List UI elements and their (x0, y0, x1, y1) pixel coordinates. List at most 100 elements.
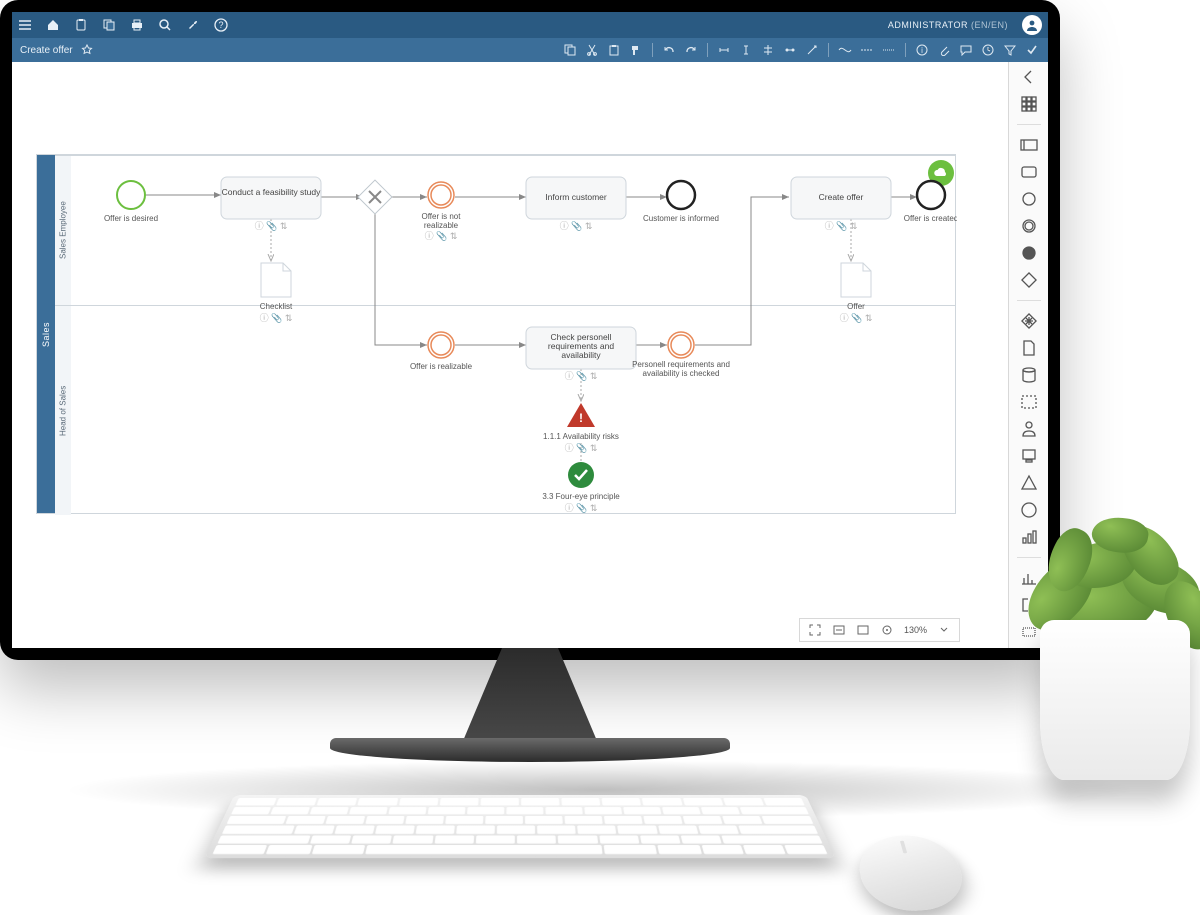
palette-complex-gw-icon[interactable] (1020, 312, 1038, 330)
info-icon[interactable]: i (914, 42, 930, 58)
svg-text:Offer is notrealizable: Offer is notrealizable (422, 212, 462, 230)
node-start-event[interactable]: Offer is desired (104, 181, 158, 223)
redo-icon[interactable] (683, 42, 699, 58)
fit-page-icon[interactable] (856, 623, 870, 637)
clipboard-icon[interactable] (74, 18, 88, 32)
svg-text:Offer: Offer (847, 302, 865, 311)
node-checked[interactable]: Personell requirements andavailability i… (632, 332, 730, 378)
undo-icon[interactable] (661, 42, 677, 58)
wrench-icon[interactable] (186, 18, 200, 32)
zoom-level[interactable]: 130% (904, 625, 927, 635)
chevron-down-icon[interactable] (937, 623, 951, 637)
svg-text:Offer is created: Offer is created (904, 214, 957, 223)
help-icon[interactable]: ? (214, 18, 228, 32)
palette-system-icon[interactable] (1020, 447, 1038, 465)
filter-icon[interactable] (1002, 42, 1018, 58)
node-realizable[interactable]: Offer is realizable (410, 332, 473, 371)
attach-icon[interactable] (936, 42, 952, 58)
svg-text:Conduct a feasibility study: Conduct a feasibility study (222, 187, 321, 197)
svg-text:i: i (921, 46, 923, 55)
lane-title: Sales Employee (55, 156, 71, 305)
paste-tool-icon[interactable] (606, 42, 622, 58)
svg-text:Personell requirements andavai: Personell requirements andavailability i… (632, 360, 730, 378)
svg-text:!: ! (579, 411, 583, 425)
hspace-icon[interactable] (716, 42, 732, 58)
node-doc-checklist[interactable]: Checklist ⓘ 📎 ⇅ (260, 263, 293, 324)
node-task-inform[interactable]: Inform customer ⓘ 📎 ⇅ (526, 177, 626, 232)
vspace-icon[interactable] (738, 42, 754, 58)
copy-icon[interactable] (102, 18, 116, 32)
keyboard (204, 795, 836, 858)
svg-text:ⓘ 📎 ⇅: ⓘ 📎 ⇅ (840, 312, 873, 324)
node-task-create-offer[interactable]: Create offer ⓘ 📎 ⇅ (791, 177, 891, 232)
svg-text:ⓘ 📎 ⇅: ⓘ 📎 ⇅ (560, 220, 593, 232)
svg-text:?: ? (218, 20, 223, 30)
svg-text:Customer is informed: Customer is informed (643, 214, 719, 223)
palette-task-icon[interactable] (1020, 163, 1038, 181)
format-tool-icon[interactable] (628, 42, 644, 58)
svg-text:ⓘ 📎 ⇅: ⓘ 📎 ⇅ (255, 220, 288, 232)
palette-start-icon[interactable] (1020, 190, 1038, 208)
search-icon[interactable] (158, 18, 172, 32)
palette-intermediate-icon[interactable] (1020, 217, 1038, 235)
monitor-frame: ? ADMINISTRATOR (EN/EN) Create offer (0, 0, 1060, 660)
check-icon[interactable] (1024, 42, 1040, 58)
palette-end-icon[interactable] (1020, 244, 1038, 262)
diagram-canvas[interactable]: Sales Sales Employee Head of Sales (12, 62, 1008, 648)
palette-group-icon[interactable] (1020, 393, 1038, 411)
print-icon[interactable] (130, 18, 144, 32)
palette-pool-icon[interactable] (1020, 136, 1038, 154)
monitor-stand-neck (460, 648, 600, 748)
svg-text:ⓘ 📎 ⇅: ⓘ 📎 ⇅ (565, 442, 598, 454)
assoc-flow-icon[interactable] (881, 42, 897, 58)
palette-gateway-icon[interactable] (1020, 271, 1038, 289)
node-end-created[interactable]: Offer is created (904, 181, 957, 223)
main-menubar: ? ADMINISTRATOR (EN/EN) (12, 12, 1048, 38)
target-icon[interactable] (880, 623, 894, 637)
magic-icon[interactable] (804, 42, 820, 58)
palette-dataobject-icon[interactable] (1020, 339, 1038, 357)
svg-text:Create offer: Create offer (819, 192, 864, 202)
menu-icon[interactable] (18, 18, 32, 32)
fit-width-icon[interactable] (832, 623, 846, 637)
svg-text:Checklist: Checklist (260, 302, 293, 311)
zoom-toolbar: 130% (799, 618, 960, 642)
seq-flow-icon[interactable] (837, 42, 853, 58)
comment-icon[interactable] (958, 42, 974, 58)
node-doc-offer[interactable]: Offer ⓘ 📎 ⇅ (840, 263, 873, 324)
palette-person-icon[interactable] (1020, 420, 1038, 438)
lane-title: Head of Sales (55, 306, 71, 515)
svg-text:ⓘ 📎 ⇅: ⓘ 📎 ⇅ (825, 220, 858, 232)
svg-text:ⓘ 📎 ⇅: ⓘ 📎 ⇅ (260, 312, 293, 324)
svg-text:Offer is realizable: Offer is realizable (410, 362, 473, 371)
user-avatar[interactable] (1022, 15, 1042, 35)
document-title: Create offer (20, 45, 73, 56)
msg-flow-icon[interactable] (859, 42, 875, 58)
bpmn-svg: Offer is desired Conduct a feasibility s… (71, 155, 957, 515)
node-task-check-req[interactable]: Check personellrequirements andavailabil… (526, 327, 636, 382)
star-icon[interactable] (79, 42, 95, 58)
mouse (854, 833, 975, 915)
node-risk[interactable]: ! 1.1.1 Availability risks ⓘ 📎 ⇅ (543, 403, 619, 454)
copy-tool-icon[interactable] (562, 42, 578, 58)
svg-text:Offer is desired: Offer is desired (104, 214, 158, 223)
node-end-informed[interactable]: Customer is informed (643, 181, 719, 223)
bpmn-pool[interactable]: Sales Sales Employee Head of Sales (36, 154, 956, 514)
cut-tool-icon[interactable] (584, 42, 600, 58)
user-label: ADMINISTRATOR (EN/EN) (888, 20, 1008, 30)
node-control[interactable]: 3.3 Four-eye principle ⓘ 📎 ⇅ (542, 462, 620, 514)
node-gateway[interactable] (358, 180, 392, 214)
node-task-feasibility[interactable]: Conduct a feasibility study ⓘ 📎 ⇅ (221, 177, 321, 232)
node-not-realizable[interactable]: Offer is notrealizable ⓘ 📎 ⇅ (422, 182, 462, 242)
history-icon[interactable] (980, 42, 996, 58)
document-toolbar: Create offer i (12, 38, 1048, 62)
pool-title: Sales (37, 155, 55, 513)
home-icon[interactable] (46, 18, 60, 32)
fullscreen-icon[interactable] (808, 623, 822, 637)
palette-back-icon[interactable] (1020, 68, 1038, 86)
distribute-icon[interactable] (782, 42, 798, 58)
palette-datastore-icon[interactable] (1020, 366, 1038, 384)
align-icon[interactable] (760, 42, 776, 58)
palette-grid-icon[interactable] (1020, 95, 1038, 113)
svg-text:ⓘ 📎 ⇅: ⓘ 📎 ⇅ (565, 370, 598, 382)
